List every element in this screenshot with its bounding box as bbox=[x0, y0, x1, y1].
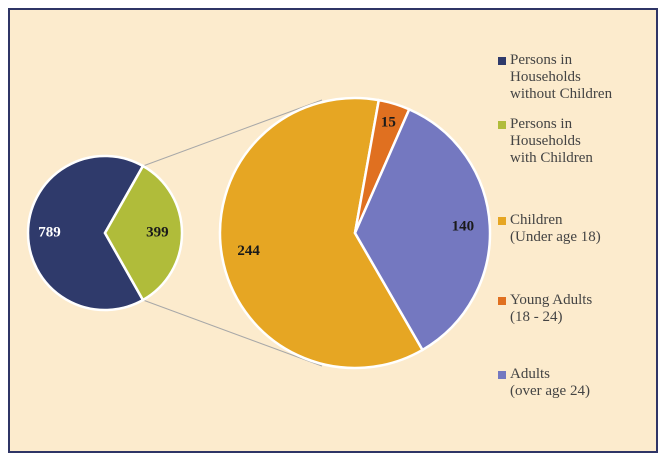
data-label: 140 bbox=[452, 218, 475, 234]
pie-slice bbox=[353, 107, 492, 352]
legend-label: Persons in Households with Children bbox=[510, 116, 593, 166]
data-label: 789 bbox=[38, 224, 61, 240]
pie-slice bbox=[26, 154, 145, 312]
data-label: 399 bbox=[146, 224, 169, 240]
data-label: 15 bbox=[381, 115, 396, 131]
legend-label: Young Adults (18 - 24) bbox=[510, 292, 593, 325]
pie-slice bbox=[218, 96, 425, 370]
legend-swatch bbox=[498, 57, 506, 65]
connector bbox=[142, 99, 323, 167]
legend-swatch bbox=[498, 297, 506, 305]
legend-swatch bbox=[498, 121, 506, 129]
pie-slice bbox=[103, 164, 184, 302]
legend-label: Adults (over age 24) bbox=[510, 366, 590, 399]
legend-swatch bbox=[498, 371, 506, 379]
legend-label: Persons in Households without Children bbox=[510, 52, 613, 102]
legend-swatch bbox=[498, 217, 506, 225]
legend-label: Children (Under age 18) bbox=[510, 212, 601, 245]
connector bbox=[142, 299, 323, 367]
data-label: 244 bbox=[237, 243, 260, 259]
